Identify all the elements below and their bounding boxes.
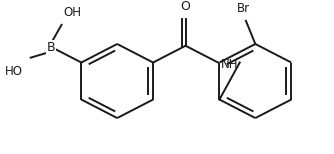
Text: B: B — [47, 41, 56, 54]
Text: OH: OH — [63, 6, 81, 19]
Text: HO: HO — [5, 65, 23, 78]
Text: NH: NH — [221, 58, 238, 71]
Text: O: O — [181, 0, 190, 13]
Text: Br: Br — [237, 2, 250, 15]
